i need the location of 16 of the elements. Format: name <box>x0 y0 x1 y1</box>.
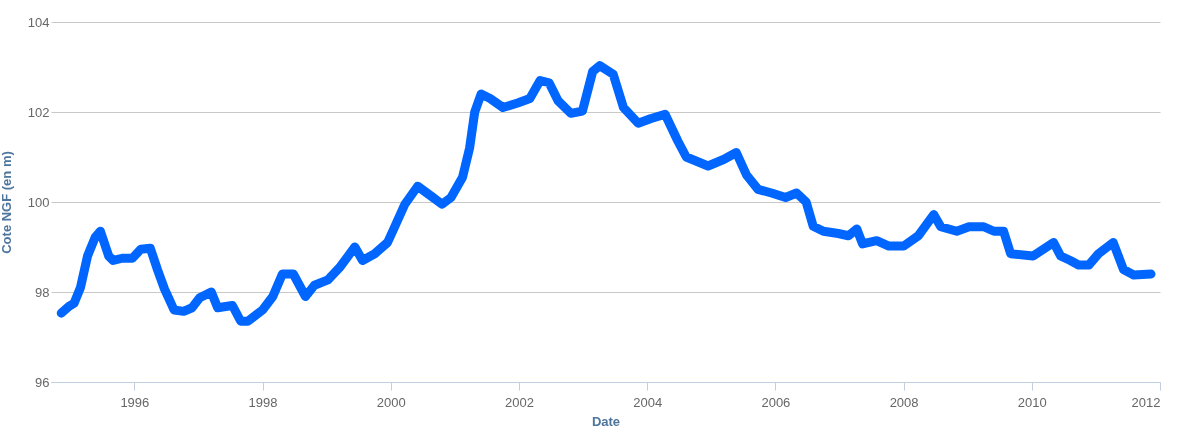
x-axis-title: Date <box>591 413 621 429</box>
x-tick-label: 2006 <box>761 394 791 410</box>
y-tick-label: 100 <box>27 194 50 210</box>
y-tick-label: 102 <box>27 104 50 120</box>
y-tick-label: 104 <box>27 14 50 30</box>
y-tick-label: 98 <box>35 284 50 300</box>
x-tick-label: 2010 <box>1017 394 1047 410</box>
y-tick-label: 96 <box>35 374 50 390</box>
x-tick-label: 1996 <box>120 394 150 410</box>
x-tick-label: 2000 <box>376 394 406 410</box>
x-tick-label: 2002 <box>505 394 534 410</box>
x-tick-label: 2008 <box>889 394 919 410</box>
y-axis-title: Cote NGF (en m) <box>0 151 14 254</box>
x-tick-label: 2012 <box>1131 394 1161 410</box>
x-tick-label: 2004 <box>633 394 663 410</box>
x-tick-label: 1998 <box>248 394 278 410</box>
